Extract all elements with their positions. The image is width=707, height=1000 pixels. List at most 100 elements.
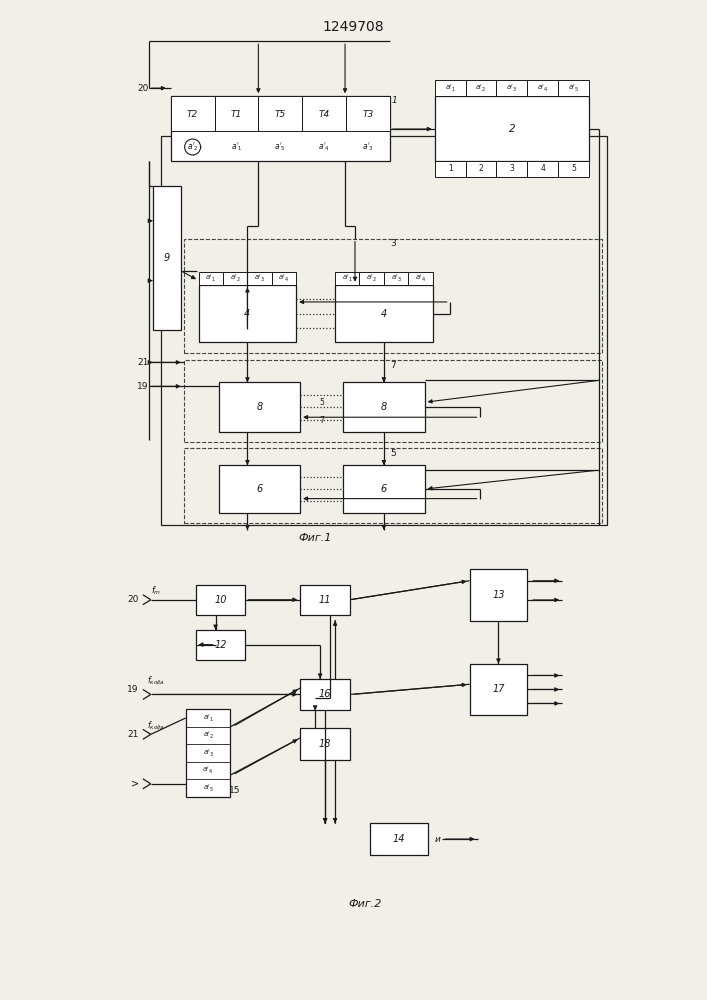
Bar [335,272,359,285]
Bar [153,186,181,330]
Text: T1: T1 [231,110,242,119]
Text: 8: 8 [381,402,387,412]
Bar [343,465,425,513]
Text: $a'_3$: $a'_3$ [506,83,518,94]
Bar [258,96,302,131]
Bar [435,161,465,177]
Text: 19: 19 [127,685,139,694]
Text: $a'_2$: $a'_2$ [187,141,199,153]
Text: 5: 5 [390,449,396,458]
Text: $a'_1$: $a'_1$ [230,141,243,153]
Bar [271,272,296,285]
Text: 1: 1 [392,96,398,105]
Text: 9: 9 [163,253,170,263]
Bar [170,96,390,161]
Text: 18: 18 [319,739,332,749]
Bar [196,585,245,615]
Text: $a'_3$: $a'_3$ [202,747,214,759]
Text: $a'_2$: $a'_2$ [202,730,214,741]
Bar [218,465,300,513]
Text: 6: 6 [256,484,262,494]
Text: $a'_5$: $a'_5$ [202,783,214,794]
Bar [214,96,258,131]
Bar [247,272,271,285]
Bar [196,630,245,660]
Text: $a'_1$: $a'_1$ [445,83,455,94]
Text: 13: 13 [492,590,505,600]
Text: $a'_4$: $a'_4$ [318,141,330,153]
Bar [527,161,559,177]
Text: 16: 16 [319,689,332,699]
Text: 17: 17 [492,684,505,694]
Bar [496,161,527,177]
Text: $a'_1$: $a'_1$ [202,712,214,724]
Text: $f_{\kappa o \partial a}$: $f_{\kappa o \partial a}$ [147,674,165,687]
Text: $a'_2$: $a'_2$ [230,273,240,284]
Text: $a'_5$: $a'_5$ [274,141,286,153]
Bar [346,96,390,131]
Text: $a'_4$: $a'_4$ [279,273,290,284]
Text: $f_m$: $f_m$ [151,584,161,597]
Bar [435,96,589,161]
Text: 5: 5 [319,398,324,407]
Text: 7: 7 [319,416,324,425]
Text: 10: 10 [214,595,227,605]
Text: >: > [131,779,139,789]
Text: $a'_1$: $a'_1$ [342,273,353,284]
Bar [160,136,607,525]
Text: 4: 4 [245,309,250,319]
Text: 3: 3 [390,239,396,248]
Bar [199,272,223,285]
Text: $a'_1$: $a'_1$ [206,273,216,284]
Text: 6: 6 [381,484,387,494]
Text: 5: 5 [571,164,576,173]
Bar [465,161,496,177]
Text: $a'_3$: $a'_3$ [254,273,265,284]
Text: 2: 2 [508,124,515,134]
Bar [343,382,425,432]
Bar [469,569,527,621]
Text: 11: 11 [319,595,332,605]
Bar [559,161,589,177]
Bar [370,823,428,855]
Text: T5: T5 [274,110,286,119]
Bar [302,96,346,131]
Text: 8: 8 [256,402,262,412]
Text: 12: 12 [214,640,227,650]
Text: 2: 2 [479,164,484,173]
Text: 1249708: 1249708 [322,20,384,34]
Text: T4: T4 [318,110,329,119]
Bar [184,239,602,353]
Text: $a'_4$: $a'_4$ [537,83,549,94]
Text: $a'_2$: $a'_2$ [476,83,486,94]
Text: 3: 3 [510,164,514,173]
Text: 1: 1 [448,164,452,173]
Bar [170,96,214,131]
Text: $a'_5$: $a'_5$ [568,83,579,94]
Text: T3: T3 [362,110,373,119]
Text: 19: 19 [137,382,148,391]
Text: $a'_2$: $a'_2$ [366,273,377,284]
Bar [435,80,465,96]
Text: Фиг.1: Фиг.1 [298,533,332,543]
Bar [384,272,408,285]
Text: Фиг.2: Фиг.2 [349,899,382,909]
Bar [469,664,527,715]
Bar [300,728,350,760]
Bar [218,382,300,432]
Text: 7: 7 [390,361,396,370]
Bar [184,448,602,523]
Text: 21: 21 [137,358,148,367]
Bar [359,272,384,285]
Bar [559,80,589,96]
Bar [300,679,350,710]
Bar [199,285,296,342]
Bar [300,585,350,615]
Text: 14: 14 [392,834,405,844]
Text: 21: 21 [127,730,139,739]
Text: $f_{\kappa o \partial a}$: $f_{\kappa o \partial a}$ [147,719,165,732]
Bar [496,80,527,96]
Bar [223,272,247,285]
Text: $a'_3$: $a'_3$ [362,141,374,153]
Text: T2: T2 [187,110,198,119]
